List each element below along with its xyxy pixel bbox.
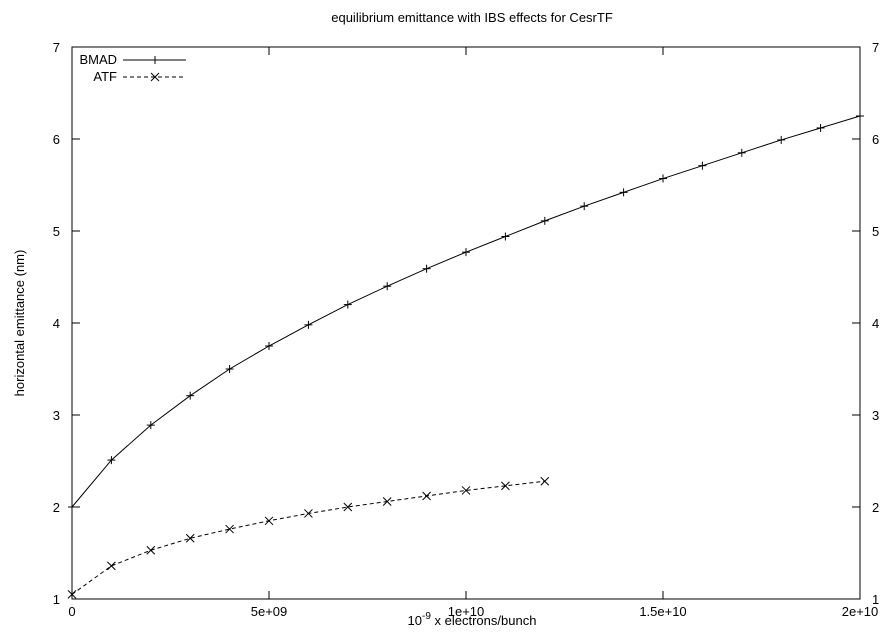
data-point-atf [185, 533, 195, 543]
x-tick-label: 0 [68, 604, 75, 619]
data-point-atf [501, 481, 510, 491]
data-point-atf [264, 516, 274, 526]
legend-marker-symbol [151, 56, 159, 64]
x-axis-title-base: 10 [408, 613, 422, 628]
legend-marker-symbol [150, 72, 160, 82]
data-point-bmad [343, 300, 352, 309]
data-point-atf [382, 497, 392, 506]
data-point-atf [67, 590, 77, 599]
data-point-atf [146, 545, 156, 555]
y-tick-label-right: 5 [872, 224, 879, 239]
data-point-bmad [225, 365, 234, 373]
plot-frame [71, 46, 861, 600]
y-tick-label-right: 7 [872, 40, 879, 55]
y-tick-label-right: 6 [872, 132, 879, 147]
data-point-bmad [186, 391, 195, 400]
data-point-bmad [580, 202, 589, 211]
data-point-atf [225, 524, 234, 534]
y-axis-title: horizontal emittance (nm) [12, 250, 27, 397]
x-tick-label: 5e+09 [251, 604, 288, 619]
series-line-bmad [71, 115, 861, 508]
y-tick-label-left: 4 [53, 316, 60, 331]
data-point-atf [107, 561, 116, 571]
y-tick-label-left: 3 [53, 408, 60, 423]
data-point-bmad [107, 456, 116, 465]
data-point-bmad [816, 123, 825, 132]
axis-ticks: 0 5e+09 1e+10 1.5e+10 2e+101 12 23 34 45 56 67 7 [53, 40, 879, 619]
y-tick-label-right: 4 [872, 316, 879, 331]
data-point-bmad [540, 216, 549, 225]
data-point-bmad [383, 282, 392, 291]
y-tick-label-left: 6 [53, 132, 60, 147]
x-axis-title: 10-9 x electrons/bunch [408, 611, 537, 628]
data-point-bmad [146, 421, 155, 430]
y-tick-label-right: 3 [872, 408, 879, 423]
legend: BMAD ATF [79, 52, 186, 84]
data-point-bmad [619, 188, 628, 197]
y-tick-label-left: 1 [53, 592, 60, 607]
y-tick-label-left: 5 [53, 224, 60, 239]
data-point-atf [540, 476, 550, 486]
data-point-bmad [68, 503, 76, 511]
data-point-bmad [501, 232, 510, 241]
data-point-atf [461, 486, 471, 495]
legend-marker-bmad [151, 56, 159, 64]
y-tick-label-left: 7 [53, 40, 60, 55]
x-tick-label: 1.5e+10 [639, 604, 686, 619]
data-point-bmad [856, 112, 864, 120]
data-point-bmad [777, 135, 786, 144]
y-tick-label-right: 1 [872, 592, 879, 607]
series-layer [67, 112, 864, 599]
x-tick-label: 1e+10 [448, 604, 485, 619]
legend-label-atf: ATF [93, 69, 117, 84]
x-axis-title-rest: x electrons/bunch [431, 613, 537, 628]
series-line-atf [71, 480, 545, 595]
legend-marker-atf [150, 72, 160, 82]
data-point-bmad [422, 264, 431, 273]
y-tick-label-left: 2 [53, 500, 60, 515]
y-tick-label-right: 2 [872, 500, 879, 515]
x-axis-title-exponent: -9 [422, 611, 431, 622]
x-tick-label: 2e+10 [842, 604, 879, 619]
data-point-bmad [659, 174, 667, 183]
data-point-bmad [462, 248, 470, 257]
legend-label-bmad: BMAD [79, 52, 117, 67]
data-point-bmad [737, 148, 746, 157]
data-point-bmad [698, 161, 707, 170]
data-point-atf [304, 509, 313, 518]
data-point-bmad [304, 320, 313, 329]
chart-title: equilibrium emittance with IBS effects f… [331, 10, 613, 25]
data-point-atf [422, 491, 431, 501]
data-point-atf [343, 502, 353, 512]
data-point-bmad [265, 342, 273, 350]
